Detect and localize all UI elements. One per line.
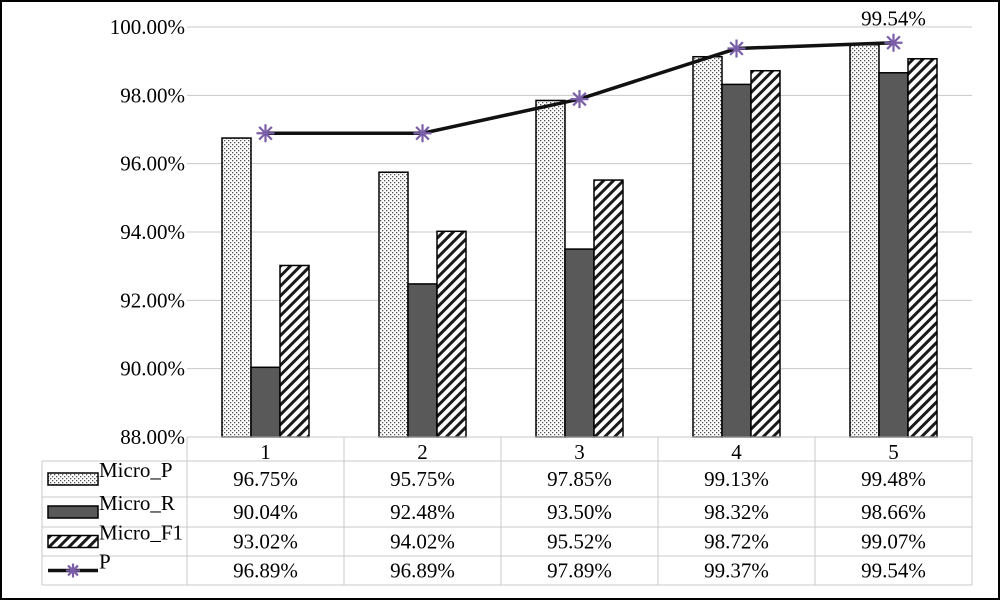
table-cell: 99.37% (704, 559, 769, 583)
bar-micro-f1 (750, 69, 781, 438)
category-label: 5 (888, 440, 899, 464)
y-axis-ticks: 88.00% 90.00% 92.00% 94.00% 96.00% 98.00% 100.… (110, 15, 185, 449)
legend-key-p-marker (66, 563, 80, 578)
bar-micro-f1 (907, 58, 938, 438)
bar-micro-r (721, 83, 752, 438)
table-cell: 93.02% (233, 530, 298, 554)
table-cell: 99.54% (861, 559, 926, 583)
category-label: 3 (574, 440, 585, 464)
bar-micro-r (250, 366, 281, 438)
p-marker (727, 39, 746, 58)
table-cell: 97.85% (547, 467, 612, 491)
marker-stroke (572, 91, 587, 107)
legend-label: Micro_R (99, 491, 175, 515)
legend-label: P (99, 550, 111, 574)
table-cell: 94.02% (390, 530, 455, 554)
bar-micro-p (221, 137, 252, 438)
p-line (265, 40, 894, 136)
bar-micro-r (564, 248, 595, 438)
table-cell: 95.75% (390, 467, 455, 491)
table-cell: 98.32% (704, 500, 769, 524)
table-cell: 98.72% (704, 530, 769, 554)
annotations: 99.54% (861, 7, 926, 31)
marker-stroke (415, 126, 430, 141)
y-tick-label: 98.00% (120, 83, 185, 107)
table-cell: 99.07% (861, 530, 926, 554)
category-label: 1 (260, 440, 271, 464)
data-label-p-5: 99.54% (861, 7, 926, 31)
p-marker (256, 124, 275, 143)
p-marker (413, 124, 432, 143)
data-table: 1 2 3 4 5 Micro_P 96.75% 95.75% 97.85% 99.13% 99.4… (41, 436, 973, 586)
bar-micro-p (535, 99, 566, 438)
y-tick-label: 94.00% (120, 220, 185, 244)
y-tick-label: 92.00% (120, 288, 185, 312)
bar-micro-f1 (279, 264, 310, 438)
table-cell: 96.89% (390, 559, 455, 583)
table-cell: 93.50% (547, 500, 612, 524)
legend-key-micro-r (47, 505, 99, 519)
bar-micro-f1 (436, 230, 467, 438)
table-cell: 95.52% (547, 530, 612, 554)
marker-stroke (258, 126, 273, 141)
table-cell: 99.13% (704, 467, 769, 491)
table-cell: 96.75% (233, 467, 298, 491)
legend-key-micro-f1 (47, 534, 99, 549)
marker-stroke (729, 41, 744, 56)
legend-label: Micro_F1 (99, 521, 183, 545)
table-cell: 96.89% (233, 559, 298, 583)
marker-stroke (886, 35, 901, 50)
y-tick-label: 96.00% (120, 152, 185, 176)
y-tick-label: 100.00% (110, 15, 185, 39)
legend-label: Micro_P (99, 458, 173, 482)
bar-micro-f1 (593, 179, 624, 438)
table-cell: 99.48% (861, 467, 926, 491)
p-marker (570, 90, 589, 109)
y-tick-label: 88.00% (120, 425, 185, 449)
table-cell: 98.66% (861, 500, 926, 524)
bar-micro-p (378, 171, 409, 438)
y-tick-label: 90.00% (120, 357, 185, 381)
category-label: 2 (417, 440, 428, 464)
bar-micro-p (849, 44, 880, 438)
bar-micro-r (878, 72, 909, 438)
bar-micro-p (692, 55, 723, 438)
category-label: 4 (731, 440, 742, 464)
table-cell: 92.48% (390, 500, 455, 524)
marker-stroke (67, 564, 79, 577)
p-series-line (256, 33, 903, 143)
bar-micro-r (407, 283, 438, 438)
table-cell: 90.04% (233, 500, 298, 524)
legend-key-micro-p (47, 472, 99, 486)
p-marker (884, 33, 903, 52)
table-cell: 97.89% (547, 559, 612, 583)
